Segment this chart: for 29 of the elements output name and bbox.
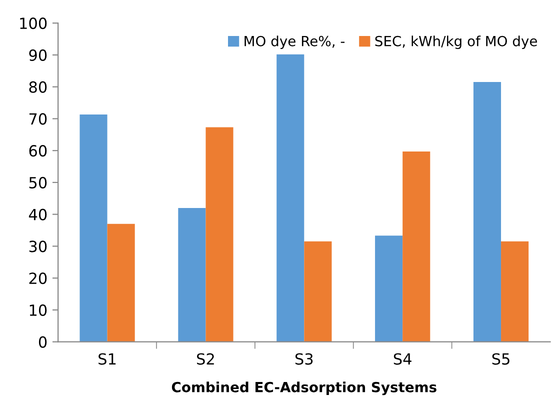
bar: [107, 224, 135, 342]
bar: [402, 152, 430, 342]
y-tick-label: 70: [29, 113, 47, 125]
bar: [375, 236, 403, 342]
bar: [80, 114, 108, 342]
legend-label: MO dye Re%, -: [244, 36, 345, 50]
y-tick-label: 10: [30, 304, 47, 316]
x-tick-label: S3: [295, 353, 313, 365]
y-tick-label: 30: [29, 240, 47, 252]
y-tick-label: 60: [29, 145, 47, 157]
bar: [206, 127, 234, 342]
x-axis-title: Combined EC-Adsorption Systems: [172, 382, 436, 396]
x-tick-label: S2: [197, 353, 214, 365]
y-tick-label: 100: [20, 18, 47, 30]
bar: [276, 54, 304, 342]
x-tick-label: S4: [394, 353, 412, 365]
y-tick-label: 90: [29, 49, 47, 61]
bar: [473, 82, 502, 342]
y-tick-label: 80: [29, 81, 47, 93]
y-tick-label: 20: [29, 272, 47, 284]
x-tick-label: S5: [492, 353, 510, 365]
y-tick-label: 50: [29, 176, 47, 188]
bar: [178, 208, 206, 342]
bar: [304, 241, 332, 342]
legend-label: SEC, kWh/kg of MO dye: [375, 36, 537, 50]
y-tick-label: 40: [28, 208, 47, 220]
bar: [501, 241, 529, 342]
x-tick-label: S1: [98, 353, 116, 365]
y-tick-label: 0: [38, 336, 47, 348]
